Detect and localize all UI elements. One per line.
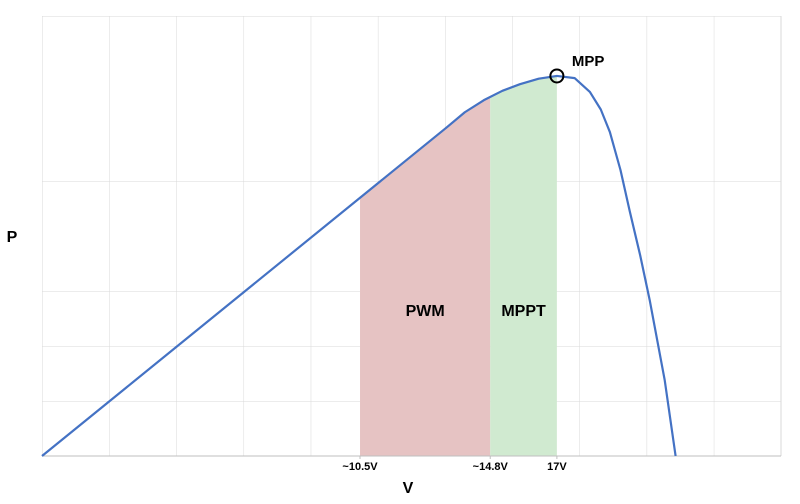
pv-curve xyxy=(41,74,677,457)
region-label: MPPT xyxy=(501,303,546,320)
x-tick-label: ~14.8V xyxy=(473,461,509,473)
y-axis-title: P xyxy=(7,229,18,246)
x-tick-label: ~10.5V xyxy=(342,461,378,473)
mpp-label: MPP xyxy=(572,53,605,70)
x-axis-title: V xyxy=(403,480,414,497)
x-tick-label: 17V xyxy=(547,461,567,473)
region-label: PWM xyxy=(406,303,445,320)
region xyxy=(490,75,557,456)
mpp-marker xyxy=(549,68,565,84)
